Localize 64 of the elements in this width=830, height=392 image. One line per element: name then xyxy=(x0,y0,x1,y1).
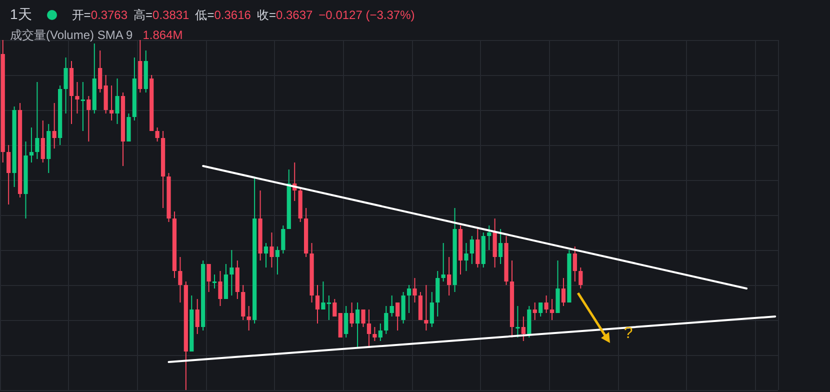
candlestick xyxy=(80,82,86,132)
candlestick xyxy=(275,246,280,275)
candlestick xyxy=(115,78,120,124)
candlestick xyxy=(206,264,211,292)
candlestick xyxy=(372,326,377,342)
annotation: 1.864M xyxy=(142,28,183,42)
candlestick xyxy=(332,298,337,317)
candlestick xyxy=(195,298,200,334)
candlestick xyxy=(218,270,222,306)
candlestick xyxy=(212,274,217,289)
candlestick xyxy=(532,302,537,320)
candlestick xyxy=(521,316,526,342)
candlestick xyxy=(64,57,68,114)
candlestick xyxy=(98,50,102,93)
candlestick xyxy=(378,323,382,342)
candlestick xyxy=(430,292,434,328)
candlestick xyxy=(6,144,11,205)
text: −0.0127 (−3.37%) xyxy=(318,8,415,22)
candlestick xyxy=(109,85,114,121)
candlestick xyxy=(52,102,56,149)
candlestick xyxy=(498,228,503,264)
chart-title: 1天 xyxy=(10,6,32,24)
candlestick xyxy=(412,278,417,303)
candlestick xyxy=(390,295,394,317)
candlestick xyxy=(544,295,548,314)
text: 高=0.3831 xyxy=(134,8,190,22)
text: 开=0.3763 xyxy=(72,8,128,22)
annotation: ? xyxy=(624,325,633,343)
candlestick xyxy=(384,306,388,334)
candlestick xyxy=(86,96,91,142)
candlestick xyxy=(487,225,492,250)
candlestick xyxy=(230,250,234,296)
candlestick xyxy=(350,302,354,328)
candlestick xyxy=(366,309,372,348)
candlestick xyxy=(75,82,80,114)
candlestick xyxy=(424,284,428,331)
candlestick xyxy=(561,278,566,306)
text: 收=0.3637 xyxy=(256,8,313,22)
candlestick xyxy=(40,120,45,163)
candlestick xyxy=(155,127,160,142)
candlestick xyxy=(246,306,251,331)
candlestick xyxy=(270,232,274,268)
annotation: 成交量(Volume) SMA 9 xyxy=(10,28,133,42)
candlestick xyxy=(464,242,468,272)
candlestick xyxy=(361,309,366,328)
candlestick xyxy=(470,236,474,264)
candlestick xyxy=(550,298,554,320)
candlestick xyxy=(29,127,34,163)
candlestick xyxy=(355,302,360,348)
candlestick xyxy=(35,82,40,160)
candlestick xyxy=(281,225,286,254)
candlestick xyxy=(406,284,412,314)
candlestick xyxy=(578,267,583,289)
candlestick xyxy=(572,246,577,282)
candlestick xyxy=(447,256,452,296)
candlestick xyxy=(538,302,543,317)
candlestick xyxy=(516,306,520,338)
candlestick xyxy=(315,284,320,324)
candlestick xyxy=(178,256,182,303)
candlestick xyxy=(264,242,268,268)
candlestick xyxy=(396,302,400,331)
candlestick xyxy=(441,242,446,282)
candlestick xyxy=(344,306,348,338)
text: 低=0.3616 xyxy=(195,8,251,22)
